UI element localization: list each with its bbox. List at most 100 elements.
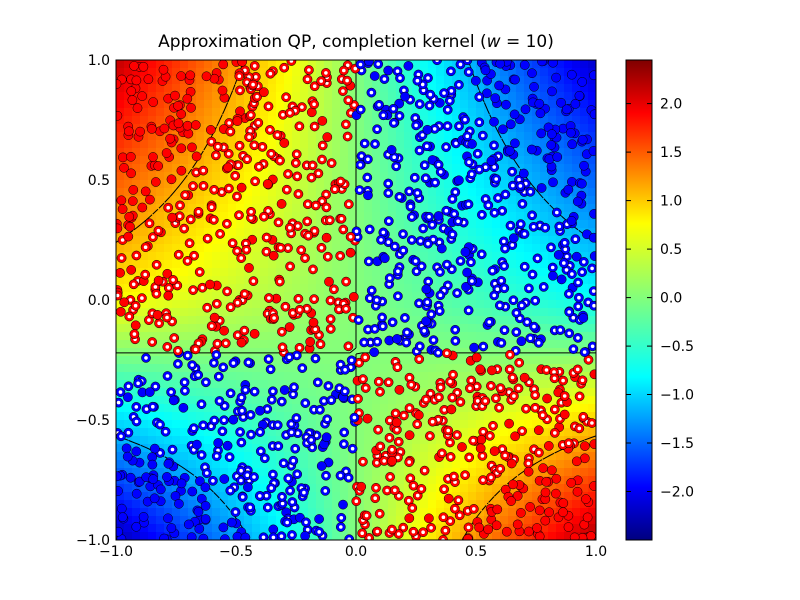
- support-vector-center: [375, 127, 379, 131]
- heatmap-cell: [260, 396, 269, 405]
- heatmap-cell: [268, 60, 277, 69]
- heatmap-cell: [364, 124, 373, 133]
- support-vector-center: [497, 405, 501, 410]
- heatmap-cell: [340, 260, 349, 269]
- heatmap-cell: [204, 404, 213, 413]
- heatmap-cell: [228, 188, 237, 197]
- heatmap-cell: [428, 196, 437, 205]
- heatmap-cell: [164, 436, 173, 445]
- support-vector-center: [359, 154, 364, 158]
- heatmap-cell: [404, 156, 413, 165]
- heatmap-cell: [316, 412, 325, 421]
- heatmap-cell: [556, 308, 565, 317]
- heatmap-cell: [340, 404, 349, 413]
- heatmap-cell: [468, 492, 477, 501]
- heatmap-cell: [196, 140, 205, 149]
- heatmap-cell: [188, 164, 197, 173]
- heatmap-cell: [180, 292, 189, 301]
- heatmap-cell: [540, 452, 549, 461]
- heatmap-cell: [300, 348, 309, 357]
- heatmap-cell: [140, 140, 149, 149]
- heatmap-cell: [404, 396, 413, 405]
- heatmap-cell: [260, 364, 269, 373]
- heatmap-cell: [484, 172, 493, 181]
- heatmap-cell: [252, 324, 261, 333]
- heatmap-cell: [292, 212, 301, 221]
- heatmap-cell: [540, 92, 549, 101]
- heatmap-cell: [524, 204, 533, 213]
- heatmap-cell: [404, 532, 413, 540]
- heatmap-cell: [556, 300, 565, 309]
- heatmap-cell: [564, 324, 573, 333]
- heatmap-cell: [316, 132, 325, 141]
- heatmap-cell: [156, 140, 165, 149]
- heatmap-cell: [164, 260, 173, 269]
- heatmap-cell: [572, 60, 581, 69]
- heatmap-cell: [172, 164, 181, 173]
- heatmap-cell: [524, 172, 533, 181]
- heatmap-cell: [388, 300, 397, 309]
- heatmap-cell: [268, 220, 277, 229]
- support-vector-center: [209, 424, 213, 429]
- heatmap-cell: [340, 316, 349, 325]
- heatmap-cell: [276, 284, 285, 293]
- heatmap-cell: [412, 276, 421, 285]
- heatmap-cell: [284, 372, 293, 381]
- heatmap-cell: [476, 492, 485, 501]
- heatmap-cell: [188, 308, 197, 317]
- support-vector-center: [446, 477, 450, 481]
- heatmap-cell: [444, 116, 453, 125]
- heatmap-cell: [212, 236, 221, 245]
- heatmap-cell: [124, 116, 133, 125]
- heatmap-cell: [588, 324, 596, 333]
- heatmap-cell: [180, 492, 189, 501]
- support-vector-center: [493, 281, 497, 286]
- heatmap-cell: [500, 476, 509, 485]
- support-vector-center: [508, 223, 513, 228]
- heatmap-cell: [540, 212, 549, 221]
- support-vector-center: [300, 366, 305, 370]
- heatmap-cell: [348, 428, 357, 437]
- heatmap-cell: [364, 116, 373, 125]
- heatmap-cell: [540, 148, 549, 157]
- heatmap-cell: [420, 476, 429, 485]
- point-negative: [579, 160, 589, 171]
- heatmap-cell: [460, 108, 469, 117]
- heatmap-cell: [388, 492, 397, 501]
- heatmap-cell: [220, 204, 229, 213]
- support-vector-center: [530, 272, 535, 277]
- heatmap-cell: [308, 60, 317, 69]
- heatmap-cell: [404, 172, 413, 181]
- heatmap-cell: [228, 220, 237, 229]
- heatmap-cell: [492, 260, 501, 269]
- heatmap-cell: [372, 84, 381, 93]
- heatmap-cell: [492, 188, 501, 197]
- heatmap-cell: [156, 172, 165, 181]
- heatmap-cell: [572, 116, 581, 125]
- support-vector-center: [403, 316, 407, 320]
- heatmap-cell: [348, 220, 357, 229]
- heatmap-cell: [148, 204, 157, 213]
- heatmap-cell: [524, 124, 533, 133]
- heatmap-cell: [324, 388, 333, 397]
- heatmap-cell: [588, 172, 596, 181]
- heatmap-cell: [300, 324, 309, 333]
- support-vector-center: [241, 415, 245, 419]
- heatmap-cell: [364, 268, 373, 277]
- heatmap-cell: [428, 76, 437, 85]
- support-vector-center: [492, 211, 497, 215]
- point-negative: [195, 476, 205, 487]
- heatmap-cell: [420, 188, 429, 197]
- heatmap-cell: [260, 228, 269, 237]
- heatmap-cell: [116, 116, 125, 125]
- heatmap-cell: [276, 180, 285, 189]
- support-vector-center: [170, 447, 175, 452]
- heatmap-cell: [356, 124, 365, 133]
- support-vector-center: [443, 528, 448, 533]
- heatmap-cell: [132, 452, 141, 461]
- heatmap-cell: [156, 204, 165, 213]
- heatmap-cell: [436, 356, 445, 365]
- heatmap-cell: [412, 444, 421, 453]
- heatmap-cell: [204, 260, 213, 269]
- heatmap-cell: [564, 484, 573, 493]
